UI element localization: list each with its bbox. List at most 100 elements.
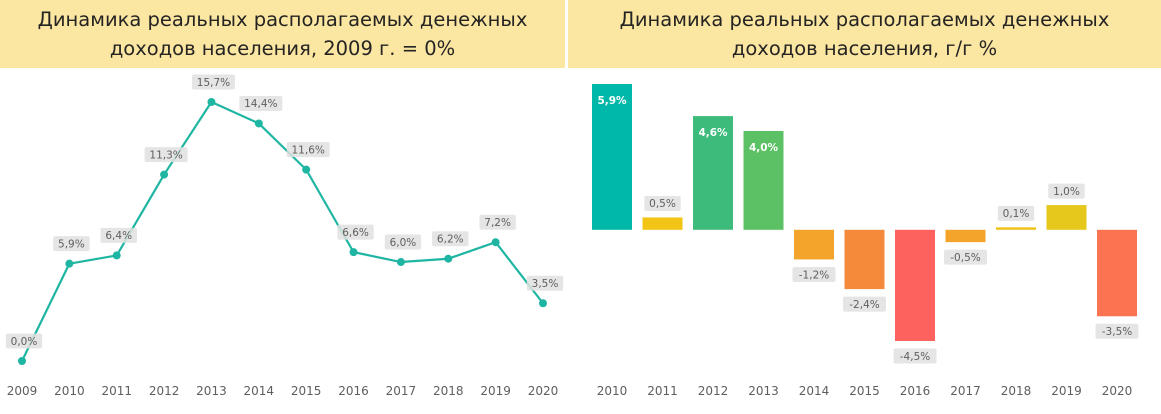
bar-label-2012: 4,6% [698,127,728,139]
line-x-tick-2015: 2015 [291,384,322,398]
bar-2017 [945,229,986,243]
line-label-2011: 6,4% [105,230,132,242]
bar-chart-panel: Динамика реальных располагаемых денежных… [568,0,1161,414]
line-chart-title: Динамика реальных располагаемых денежных… [37,8,528,60]
line-point-2013 [207,98,216,106]
line-x-tick-2019: 2019 [480,384,511,398]
line-label-2018-group: 6,2% [432,231,469,247]
bar-x-tick-2012: 2012 [698,384,729,398]
bar-label-2016-bg [893,348,937,364]
bar-2014 [794,229,834,260]
line-label-2018-bg [432,231,469,247]
bar-chart-title: Динамика реальных располагаемых денежных… [619,8,1110,60]
line-x-tick-2016: 2016 [338,384,369,398]
bar-x-tick-2015: 2015 [849,384,880,398]
line-point-2015 [302,165,311,174]
bar-label-2011: 0,5% [649,198,676,210]
line-x-tick-2011: 2011 [101,384,132,398]
bar-label-2019: 1,0% [1053,186,1080,198]
bar-x-tick-2019: 2019 [1051,384,1082,398]
bar-label-2016-group: -4,5% [893,348,937,364]
line-point-2017 [396,258,405,267]
line-point-2009 [18,357,26,365]
line-x-tick-2020: 2020 [528,384,559,398]
bar-label-2018-group: 0,1% [997,205,1035,221]
line-x-tick-2009: 2009 [7,384,38,398]
bar-label-2011-bg [644,195,681,211]
line-label-2011-bg [100,227,137,243]
bar-label-2014-group: -1,2% [792,266,836,282]
line-chart-panel: Динамика реальных располагаемых денежных… [0,0,565,414]
bar-x-tick-2020: 2020 [1102,384,1133,398]
line-label-2013: 15,7% [197,77,230,89]
bar-label-2017-group: -0,5% [944,249,987,265]
line-label-2009-bg [5,333,43,349]
line-label-2013-bg [191,74,235,90]
bar-x-tick-2017: 2017 [950,384,981,398]
bar-label-2014-bg [792,266,836,282]
bar-label-2015: -2,4% [849,299,879,311]
bar-x-tick-2018: 2018 [1001,384,1032,398]
line-label-2018: 6,2% [437,234,464,246]
line-chart-title-bar: Динамика реальных располагаемых денежных… [0,0,565,68]
bar-label-2020: -3,5% [1102,326,1132,338]
line-label-2012: 11,3% [149,149,182,161]
bar-x-tick-2014: 2014 [799,384,830,398]
bar-label-2011-group: 0,5% [644,195,681,211]
line-label-2016: 6,6% [342,227,369,239]
line-x-tick-2017: 2017 [386,384,417,398]
bar-2019 [1046,205,1087,230]
line-label-2009: 0,0% [11,336,38,348]
line-x-tick-2010: 2010 [54,384,85,398]
line-label-2016-bg [337,224,374,240]
line-label-2017: 6,0% [390,237,417,249]
line-label-2020-bg [526,275,564,291]
bar-label-2010: 5,9% [597,95,627,107]
line-label-2012-group: 11,3% [144,147,188,163]
bar-2013 [743,130,784,230]
line-x-tick-2018: 2018 [433,384,464,398]
bar-x-tick-2010: 2010 [597,384,628,398]
bar-label-2018: 0,1% [1003,208,1030,220]
line-label-2019-group: 7,2% [479,214,516,230]
line-label-2014-bg [239,95,283,111]
bar-x-tick-2016: 2016 [900,384,931,398]
bar-label-2019-group: 1,0% [1048,183,1085,199]
line-label-2017-group: 6,0% [384,234,422,250]
bar-2010 [592,84,632,230]
bar-label-2017: -0,5% [950,252,980,264]
line-label-2015-bg [286,142,330,158]
bar-x-tick-2013: 2013 [748,384,779,398]
line-label-2014-group: 14,4% [239,95,283,111]
line-point-2016 [349,248,358,257]
line-series [21,100,544,362]
bar-2011 [642,217,683,230]
bar-label-2015-bg [843,296,886,312]
line-label-2013-group: 15,7% [191,74,235,90]
bar-2020 [1097,229,1137,317]
bar-chart-title-bar: Динамика реальных располагаемых денежных… [568,0,1161,68]
line-label-2014: 14,4% [244,98,277,110]
line-point-2020 [539,299,547,308]
bar-chart: 5,9% 0,5% 4,6% 4,0% -1,2% -2,4% -4,5% -0,5% 0,1%… [592,84,1139,398]
line-point-2010 [65,259,74,268]
line-label-2019-bg [479,214,516,230]
bar-2015 [844,229,885,290]
line-label-2015: 11,6% [292,144,325,156]
line-point-2014 [254,119,263,128]
bar-2018 [996,227,1036,230]
line-point-2011 [112,251,121,260]
line-point-2018 [444,254,453,263]
bar-label-2019-bg [1048,183,1085,199]
line-x-tick-2013: 2013 [196,384,227,398]
line-point-2012 [160,170,169,179]
line-label-2015-group: 11,6% [286,142,330,158]
line-label-2009-group: 0,0% [5,333,43,349]
line-chart: 0,0% 5,9% 6,4% 11,3% 15,7% 14,4% 11,6% 6,6% 6,0%… [5,74,564,398]
line-label-2010-group: 5,9% [53,236,90,252]
bar-label-2020-bg [1095,323,1139,339]
line-label-2017-bg [384,234,422,250]
bar-2012 [693,116,733,230]
line-label-2010: 5,9% [58,238,85,250]
line-label-2020-group: 3,5% [526,275,564,291]
